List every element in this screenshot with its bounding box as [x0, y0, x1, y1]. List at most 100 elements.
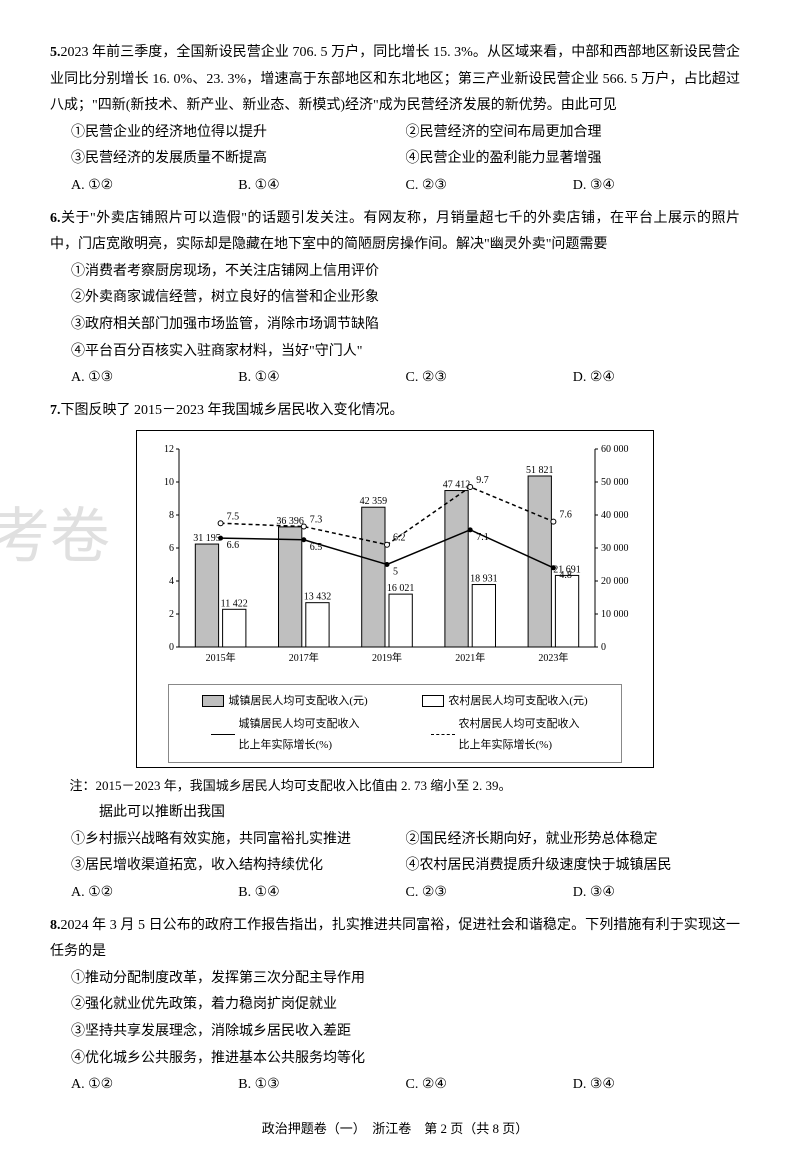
- legend-line2: 农村居民人均可支配收入比上年实际增长(%): [459, 714, 580, 756]
- svg-text:50 000: 50 000: [601, 477, 629, 488]
- svg-text:7.3: 7.3: [310, 515, 323, 526]
- q7-note: 注：2015－2023 年，我国城乡居民人均可支配收入比值由 2. 73 缩小至…: [70, 774, 741, 799]
- svg-text:20 000: 20 000: [601, 576, 629, 587]
- q8-opt-a: A. ①②: [71, 1072, 238, 1099]
- q5-opt-d: D. ③④: [573, 173, 740, 200]
- svg-text:2: 2: [169, 609, 174, 620]
- q5-opt-c: C. ②③: [406, 173, 573, 200]
- q8-stmt-4: ④优化城乡公共服务，推进基本公共服务均等化: [71, 1046, 740, 1073]
- q6-stmt-2: ②外卖商家诚信经营，树立良好的信誉和企业形象: [71, 285, 740, 312]
- svg-text:2017年: 2017年: [289, 651, 319, 664]
- q5-opt-b: B. ①④: [238, 173, 405, 200]
- question-5: 5.2023 年前三季度，全国新设民营企业 706. 5 万户，同比增长 15.…: [50, 40, 740, 200]
- svg-text:6.6: 6.6: [227, 540, 240, 551]
- q7-stmt-3: ③居民增收渠道拓宽，收入结构持续优化: [71, 853, 406, 880]
- q8-num: 8.: [50, 918, 61, 933]
- q8-stmt-2: ②强化就业优先政策，着力稳岗扩岗促就业: [71, 992, 740, 1019]
- svg-text:2023年: 2023年: [538, 651, 568, 664]
- legend-line1: 城镇居民人均可支配收入比上年实际增长(%): [239, 714, 360, 756]
- q8-options: A. ①② B. ①③ C. ②④ D. ③④: [50, 1072, 740, 1099]
- q7-opt-b: B. ①④: [238, 880, 405, 907]
- svg-text:40 000: 40 000: [601, 510, 629, 521]
- q7-stem: 7.下图反映了 2015－2023 年我国城乡居民收入变化情况。: [50, 398, 740, 425]
- q8-opt-d: D. ③④: [573, 1072, 740, 1099]
- q7-num: 7.: [50, 403, 61, 418]
- svg-text:30 000: 30 000: [601, 543, 629, 554]
- legend-swatch-rural: [422, 695, 444, 707]
- q6-opt-a: A. ①③: [71, 365, 238, 392]
- q5-opt-a: A. ①②: [71, 173, 238, 200]
- q8-stmt-3: ③坚持共享发展理念，消除城乡居民收入差距: [71, 1019, 740, 1046]
- legend-line-solid: [211, 734, 235, 735]
- q6-stmt-1: ①消费者考察厨房现场，不关注店铺网上信用评价: [71, 259, 740, 286]
- svg-text:7.1: 7.1: [476, 532, 489, 543]
- q6-opt-c: C. ②③: [406, 365, 573, 392]
- svg-text:12: 12: [164, 444, 174, 455]
- q5-stmt-1: ①民营企业的经济地位得以提升: [71, 120, 406, 147]
- q7-opt-d: D. ③④: [573, 880, 740, 907]
- svg-text:16 021: 16 021: [387, 583, 415, 594]
- svg-text:2021年: 2021年: [455, 651, 485, 664]
- svg-text:2015年: 2015年: [206, 651, 236, 664]
- svg-text:5: 5: [393, 567, 398, 578]
- svg-text:60 000: 60 000: [601, 444, 629, 455]
- q6-stem-text: 关于"外卖店铺照片可以造假"的话题引发关注。有网友称，月销量超七千的外卖店铺，在…: [50, 211, 740, 253]
- legend-swatch-urban: [202, 695, 224, 707]
- svg-text:13 432: 13 432: [304, 592, 332, 603]
- q7-opt-a: A. ①②: [71, 880, 238, 907]
- question-7: 7.下图反映了 2015－2023 年我国城乡居民收入变化情况。 0 2 4 6 8 10…: [50, 398, 740, 907]
- svg-text:47 412: 47 412: [443, 480, 471, 491]
- q5-stmt-3: ③民营经济的发展质量不断提高: [71, 146, 406, 173]
- q8-opt-b: B. ①③: [238, 1072, 405, 1099]
- chart-legend: 城镇居民人均可支配收入(元) 农村居民人均可支配收入(元) 城镇居民人均可支配收…: [168, 684, 622, 763]
- q8-stem-text: 2024 年 3 月 5 日公布的政府工作报告指出，扎实推进共同富裕，促进社会和…: [50, 918, 740, 960]
- q5-num: 5.: [50, 45, 61, 60]
- svg-text:10: 10: [164, 477, 174, 488]
- legend-line-dash: [431, 734, 455, 735]
- q7-opt-c: C. ②③: [406, 880, 573, 907]
- svg-text:9.7: 9.7: [476, 475, 489, 486]
- chart-container: 0 2 4 6 8 10 12 0 10 000 20 000 30 000 40 000 50 000…: [136, 430, 654, 767]
- q5-stmt-2: ②民营经济的空间布局更加合理: [406, 120, 741, 147]
- svg-text:11 422: 11 422: [221, 599, 248, 610]
- svg-text:6.5: 6.5: [310, 542, 323, 553]
- q5-options: A. ①② B. ①④ C. ②③ D. ③④: [50, 173, 740, 200]
- svg-text:2019年: 2019年: [372, 651, 402, 664]
- svg-text:8: 8: [169, 510, 174, 521]
- svg-text:4: 4: [169, 576, 174, 587]
- q6-options: A. ①③ B. ①④ C. ②③ D. ②④: [50, 365, 740, 392]
- q6-stem: 6.关于"外卖店铺照片可以造假"的话题引发关注。有网友称，月销量超七千的外卖店铺…: [50, 206, 740, 259]
- q7-lead: 据此可以推断出我国: [50, 800, 740, 827]
- q7-stmt-2: ②国民经济长期向好，就业形势总体稳定: [406, 827, 741, 854]
- page-footer: 政治押题卷（一） 浙江卷 第 2 页（共 8 页）: [50, 1117, 740, 1142]
- q6-stmt-4: ④平台百分百核实入驻商家材料，当好"守门人": [71, 339, 740, 366]
- svg-text:18 931: 18 931: [470, 574, 498, 585]
- legend-bar2: 农村居民人均可支配收入(元): [448, 691, 587, 712]
- q7-stmt-4: ④农村居民消费提质升级速度快于城镇居民: [406, 853, 741, 880]
- q6-opt-b: B. ①④: [238, 365, 405, 392]
- q8-opt-c: C. ②④: [406, 1072, 573, 1099]
- svg-text:7.6: 7.6: [559, 510, 572, 521]
- income-chart: 0 2 4 6 8 10 12 0 10 000 20 000 30 000 40 000 50 000…: [145, 439, 645, 669]
- svg-text:4.8: 4.8: [559, 570, 572, 581]
- svg-text:0: 0: [169, 642, 174, 653]
- q6-stmt-3: ③政府相关部门加强市场监管，消除市场调节缺陷: [71, 312, 740, 339]
- svg-text:6: 6: [169, 543, 174, 554]
- svg-text:31 195: 31 195: [193, 533, 221, 544]
- q5-stmt-4: ④民营企业的盈利能力显著增强: [406, 146, 741, 173]
- svg-text:51 821: 51 821: [526, 465, 554, 476]
- svg-text:7.5: 7.5: [227, 512, 240, 523]
- q7-stem-text: 下图反映了 2015－2023 年我国城乡居民收入变化情况。: [61, 403, 404, 418]
- q7-stmt-1: ①乡村振兴战略有效实施，共同富裕扎实推进: [71, 827, 406, 854]
- question-8: 8.2024 年 3 月 5 日公布的政府工作报告指出，扎实推进共同富裕，促进社…: [50, 913, 740, 1099]
- q7-options: A. ①② B. ①④ C. ②③ D. ③④: [50, 880, 740, 907]
- q8-stmt-1: ①推动分配制度改革，发挥第三次分配主导作用: [71, 966, 740, 993]
- q5-stem: 5.2023 年前三季度，全国新设民营企业 706. 5 万户，同比增长 15.…: [50, 40, 740, 120]
- question-6: 6.关于"外卖店铺照片可以造假"的话题引发关注。有网友称，月销量超七千的外卖店铺…: [50, 206, 740, 392]
- svg-text:0: 0: [601, 642, 606, 653]
- q8-stem: 8.2024 年 3 月 5 日公布的政府工作报告指出，扎实推进共同富裕，促进社…: [50, 913, 740, 966]
- legend-bar1: 城镇居民人均可支配收入(元): [228, 691, 367, 712]
- svg-text:6.2: 6.2: [393, 533, 406, 544]
- svg-text:10 000: 10 000: [601, 609, 629, 620]
- svg-text:42 359: 42 359: [360, 497, 388, 508]
